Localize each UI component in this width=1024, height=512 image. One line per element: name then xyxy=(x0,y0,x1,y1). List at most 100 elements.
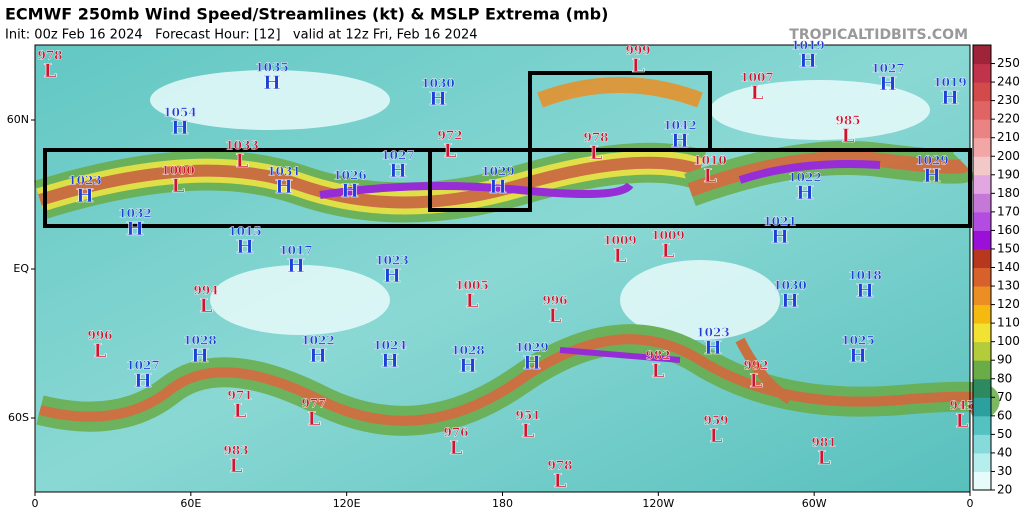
colorbar-label: 40 xyxy=(997,445,1012,459)
pressure-letter: L xyxy=(233,400,246,422)
colorbar-band xyxy=(973,82,991,102)
colorbar-label: 130 xyxy=(997,279,1020,293)
pressure-letter: H xyxy=(489,176,507,198)
pressure-letter: H xyxy=(263,72,281,94)
colorbar-band xyxy=(973,63,991,83)
pressure-value: 1028 xyxy=(451,344,484,358)
pressure-value: 996 xyxy=(542,294,567,308)
pressure-value: 1022 xyxy=(788,171,821,185)
pressure-letter: L xyxy=(93,340,106,362)
pressure-value: 1019 xyxy=(933,76,966,90)
lon-label: 120E xyxy=(333,497,361,510)
pressure-letter: L xyxy=(631,55,644,77)
pressure-value: 999 xyxy=(625,44,650,58)
pressure-letter: L xyxy=(553,470,566,492)
colorbar-label: 250 xyxy=(997,56,1020,70)
pressure-letter: L xyxy=(749,370,762,392)
pressure-value: 1024 xyxy=(373,339,406,353)
pressure-letter: L xyxy=(589,142,602,164)
pressure-letter: L xyxy=(750,82,763,104)
colorbar-label: 200 xyxy=(997,149,1020,163)
pressure-value: 1000 xyxy=(161,164,194,178)
colorbar-band xyxy=(973,100,991,120)
lon-label: 0 xyxy=(967,497,974,510)
colorbar-band xyxy=(973,230,991,250)
colorbar-label: 240 xyxy=(997,75,1020,89)
pressure-value: 994 xyxy=(193,284,218,298)
lon-label: 60W xyxy=(802,497,827,510)
pressure-value: 978 xyxy=(37,49,62,63)
lon-label: 60E xyxy=(180,497,201,510)
pressure-value: 1027 xyxy=(381,149,414,163)
wind-field xyxy=(34,70,1000,436)
pressure-value: 1023 xyxy=(68,174,101,188)
colorbar-band xyxy=(973,452,991,472)
colorbar-band xyxy=(973,471,991,491)
colorbar-band xyxy=(973,360,991,380)
colorbar-band xyxy=(973,378,991,398)
pressure-value: 1035 xyxy=(255,61,288,75)
colorbar-label: 210 xyxy=(997,130,1020,144)
colorbar-label: 30 xyxy=(997,464,1012,478)
pressure-letter: H xyxy=(941,87,959,109)
lon-label: 120W xyxy=(642,497,674,510)
pressure-value: 1018 xyxy=(848,269,881,283)
colorbar-label: 150 xyxy=(997,241,1020,255)
colorbar-label: 160 xyxy=(997,223,1020,237)
pressure-value: 945 xyxy=(949,399,974,413)
colorbar-band xyxy=(973,193,991,213)
pressure-letter: L xyxy=(449,437,462,459)
pressure-value: 1023 xyxy=(375,254,408,268)
colorbar-label: 100 xyxy=(997,334,1020,348)
pressure-letter: L xyxy=(703,165,716,187)
pressure-letter: H xyxy=(309,345,327,367)
colorbar-band xyxy=(973,174,991,194)
pressure-value: 1010 xyxy=(693,154,726,168)
pressure-letter: L xyxy=(229,455,242,477)
pressure-value: 1027 xyxy=(126,359,159,373)
pressure-value: 1015 xyxy=(228,225,261,239)
colorbar-band xyxy=(973,45,991,65)
pressure-letter: H xyxy=(459,355,477,377)
pressure-value: 1042 xyxy=(663,119,696,133)
colorbar-label: 190 xyxy=(997,167,1020,181)
pressure-letter: L xyxy=(709,425,722,447)
colorbar-label: 180 xyxy=(997,186,1020,200)
pressure-value: 1023 xyxy=(696,326,729,340)
colorbar-band xyxy=(973,323,991,343)
pressure-letter: H xyxy=(923,165,941,187)
pressure-letter: H xyxy=(171,117,189,139)
pressure-value: 1005 xyxy=(455,279,488,293)
colorbar-label: 60 xyxy=(997,408,1012,422)
pressure-letter: H xyxy=(781,290,799,312)
pressure-value: 983 xyxy=(223,444,248,458)
pressure-letter: H xyxy=(523,352,541,374)
colorbar-band xyxy=(973,341,991,361)
colorbar-label: 170 xyxy=(997,204,1020,218)
pressure-letter: H xyxy=(287,255,305,277)
pressure-value: 1022 xyxy=(301,334,334,348)
colorbar-band xyxy=(973,248,991,268)
pressure-letter: L xyxy=(817,447,830,469)
colorbar-band xyxy=(973,304,991,324)
colorbar-label: 50 xyxy=(997,427,1012,441)
pressure-letter: L xyxy=(199,295,212,317)
pressure-value: 1029 xyxy=(515,341,548,355)
pressure-letter: H xyxy=(849,345,867,367)
pressure-value: 1009 xyxy=(651,229,684,243)
pressure-value: 1021 xyxy=(763,215,796,229)
lon-label: 180 xyxy=(492,497,513,510)
colorbar-label: 90 xyxy=(997,353,1012,367)
pressure-letter: L xyxy=(661,240,674,262)
colorbar-band xyxy=(973,397,991,417)
pressure-value: 1030 xyxy=(421,77,454,91)
pressure-letter: L xyxy=(841,125,854,147)
map xyxy=(34,44,1000,493)
pressure-letter: H xyxy=(704,337,722,359)
pressure-letter: L xyxy=(443,140,456,162)
pressure-letter: H xyxy=(236,236,254,258)
pressure-value: 976 xyxy=(443,426,468,440)
colorbar-band xyxy=(973,211,991,231)
colorbar-band xyxy=(973,415,991,435)
pressure-value: 982 xyxy=(645,349,670,363)
